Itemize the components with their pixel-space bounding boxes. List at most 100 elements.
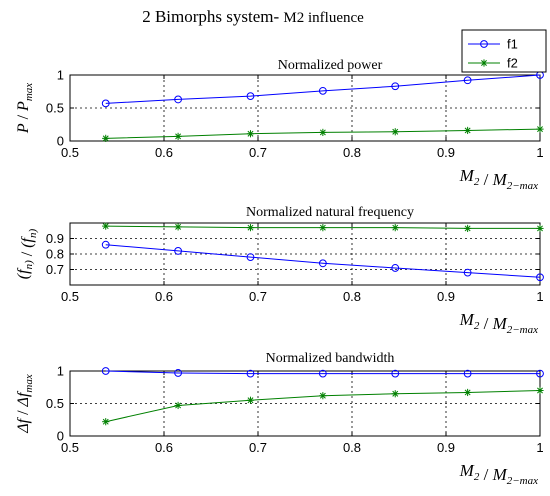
figure-title-symbol: M2 influence — [283, 10, 364, 26]
data-point-f1 — [318, 259, 327, 268]
subplot-title: Normalized power — [278, 58, 383, 73]
series-line-f1 — [105, 370, 540, 375]
x-tick-label: 0.8 — [343, 289, 361, 304]
x-tick-label: 0.7 — [249, 440, 267, 455]
data-point-f1 — [391, 82, 400, 91]
x-tick-label: 0.9 — [437, 289, 455, 304]
y-axis-label: P / Pmax — [15, 83, 35, 134]
x-tick-label: 0.8 — [343, 145, 361, 160]
y-tick-label: 0 — [57, 429, 64, 444]
data-point-f2 — [391, 128, 399, 136]
x-tick-label: 0.7 — [249, 145, 267, 160]
series-line-f1 — [105, 244, 541, 278]
data-point-f2 — [536, 125, 544, 133]
data-point-f1 — [101, 240, 110, 249]
legend-label: f2 — [507, 56, 518, 71]
data-point-f1 — [101, 367, 110, 375]
x-tick-label: 0.9 — [437, 145, 455, 160]
legend-item-f1: f1 — [468, 37, 518, 52]
x-axis-label: M2 / M2−max — [459, 461, 538, 487]
data-point-f2 — [319, 224, 327, 232]
legend-item-f2: f2 — [468, 56, 518, 71]
data-point-f2 — [246, 224, 255, 232]
data-point-f1 — [246, 253, 255, 262]
data-point-f1 — [391, 264, 400, 272]
data-point-f2 — [464, 388, 472, 397]
subplot-title: Normalized natural frequency — [246, 205, 414, 220]
x-tick-label: 0.7 — [249, 289, 267, 304]
legend-marker — [480, 40, 488, 48]
x-axis-label: M2 / M2−max — [459, 310, 538, 336]
series-f2 — [102, 125, 544, 142]
data-point-f1 — [318, 86, 327, 95]
data-point-f2 — [174, 132, 182, 140]
data-point-f1 — [246, 92, 255, 101]
data-point-f1 — [463, 268, 472, 277]
data-point-f2 — [246, 396, 255, 404]
x-tick-label: 1 — [536, 289, 543, 304]
data-point-f1 — [463, 369, 472, 378]
data-point-f1 — [536, 369, 544, 378]
data-point-f1 — [174, 95, 183, 104]
y-tick-label: 0.7 — [46, 262, 64, 277]
y-axis-label: Δf / Δfmax — [15, 374, 35, 434]
data-point-f2 — [102, 418, 110, 426]
y-tick-label: 0 — [57, 134, 64, 149]
x-tick-label: 0.5 — [61, 289, 79, 304]
y-axis-label: (fn) / (fn) — [15, 228, 39, 279]
data-point-f2 — [391, 390, 399, 398]
series-f2 — [102, 222, 544, 233]
y-tick-label: 0.5 — [46, 101, 64, 116]
figure-title: 2 Bimorphs system- M2 influence — [142, 7, 364, 26]
data-point-f2 — [246, 130, 255, 138]
data-point-f2 — [102, 134, 110, 142]
x-tick-label: 0.6 — [155, 145, 173, 160]
data-point-f1 — [174, 247, 183, 255]
x-tick-label: 1 — [536, 145, 543, 160]
data-point-f2 — [174, 401, 182, 410]
x-tick-label: 0.5 — [61, 440, 79, 455]
data-point-f2 — [464, 126, 472, 135]
y-tick-label: 1 — [57, 364, 64, 379]
series-f1 — [101, 367, 544, 378]
data-point-f2 — [319, 128, 327, 137]
data-point-f2 — [174, 223, 182, 231]
legend-marker — [480, 59, 488, 67]
legend-label: f1 — [507, 37, 518, 52]
x-tick-label: 0.5 — [61, 145, 79, 160]
x-tick-label: 0.8 — [343, 440, 361, 455]
x-tick-label: 1 — [536, 440, 543, 455]
series-line-f1 — [105, 74, 541, 104]
x-tick-label: 0.6 — [155, 289, 173, 304]
series-f1 — [101, 71, 544, 108]
data-point-f1 — [536, 273, 544, 282]
data-point-f1 — [174, 369, 183, 377]
x-tick-label: 0.6 — [155, 440, 173, 455]
data-point-f1 — [246, 369, 255, 378]
data-point-f2 — [536, 224, 544, 233]
series-f2 — [102, 386, 544, 426]
y-tick-label: 0.8 — [46, 247, 64, 262]
x-tick-label: 0.9 — [437, 440, 455, 455]
data-point-f1 — [463, 76, 472, 85]
data-point-f1 — [101, 99, 110, 108]
data-point-f2 — [319, 392, 327, 400]
data-point-f1 — [318, 369, 327, 378]
y-tick-label: 0.5 — [46, 396, 64, 411]
y-tick-label: 1 — [57, 68, 64, 83]
figure-title-main: 2 Bimorphs system- — [142, 7, 283, 26]
x-axis-label: M2 / M2−max — [459, 166, 538, 192]
data-point-f2 — [102, 222, 110, 230]
data-point-f2 — [464, 224, 472, 233]
series-f1 — [101, 240, 544, 282]
data-point-f2 — [536, 386, 544, 395]
data-point-f1 — [391, 369, 400, 378]
legend-box — [461, 29, 547, 73]
data-point-f2 — [391, 224, 399, 232]
y-tick-label: 0.9 — [46, 231, 64, 246]
